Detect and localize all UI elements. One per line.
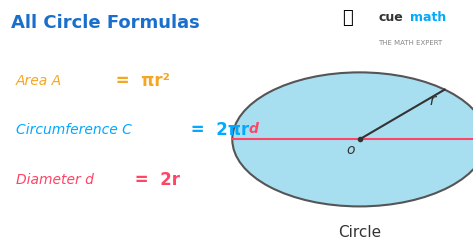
Text: Circumference C: Circumference C — [16, 123, 131, 137]
Text: =  2πr: = 2πr — [185, 121, 249, 139]
Text: THE MATH EXPERT: THE MATH EXPERT — [378, 40, 443, 46]
Text: o: o — [347, 143, 356, 157]
Text: =  2r: = 2r — [128, 170, 180, 188]
Text: All Circle Formulas: All Circle Formulas — [11, 14, 200, 32]
Text: 🚀: 🚀 — [342, 9, 353, 27]
Text: math: math — [410, 11, 447, 24]
Text: Circle: Circle — [338, 224, 381, 239]
Text: r: r — [429, 92, 436, 107]
Text: Area A: Area A — [16, 74, 62, 88]
Text: Diameter d: Diameter d — [16, 172, 93, 186]
Text: d: d — [248, 122, 258, 136]
Circle shape — [232, 73, 474, 206]
Text: cue: cue — [378, 11, 403, 24]
Text: =  πr²: = πr² — [110, 72, 170, 90]
